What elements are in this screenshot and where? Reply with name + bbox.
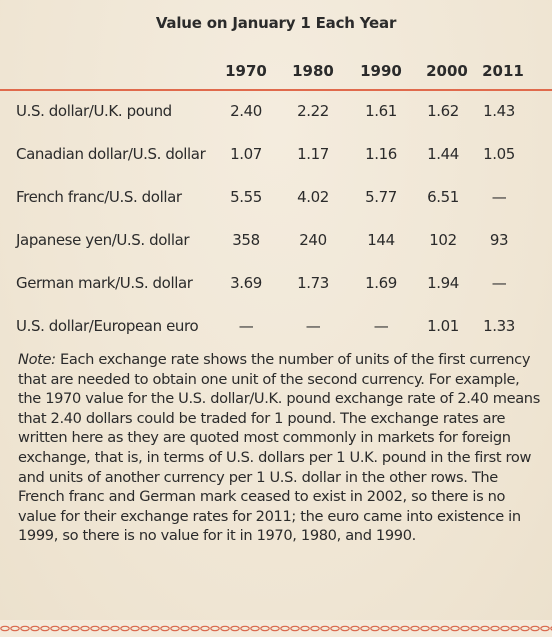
exchange-rate-table-panel: Value on January 1 Each Year 1970 1980 1… bbox=[0, 0, 552, 620]
table-cell: 5.77 bbox=[365, 188, 397, 206]
year-header: 1990 bbox=[360, 62, 402, 80]
table-cell: 1.61 bbox=[365, 102, 397, 120]
table-cell: 4.02 bbox=[297, 188, 329, 206]
table-cell: 1.16 bbox=[365, 145, 397, 163]
table-cell: 2.40 bbox=[230, 102, 262, 120]
table-cell: 1.94 bbox=[427, 274, 459, 292]
table-cell: — bbox=[305, 317, 321, 335]
table-cell: — bbox=[373, 317, 389, 335]
table-cell: 1.05 bbox=[483, 145, 515, 163]
table-cell: — bbox=[238, 317, 254, 335]
row-label: French franc/U.S. dollar bbox=[16, 188, 182, 206]
table-row: German mark/U.S. dollar 3.69 1.73 1.69 1… bbox=[0, 274, 552, 296]
table-cell: 3.69 bbox=[230, 274, 262, 292]
table-row: U.S. dollar/European euro — — — 1.01 1.3… bbox=[0, 317, 552, 339]
year-header: 2000 bbox=[426, 62, 468, 80]
table-cell: 102 bbox=[429, 231, 457, 249]
table-row: French franc/U.S. dollar 5.55 4.02 5.77 … bbox=[0, 188, 552, 210]
table-cell: 1.69 bbox=[365, 274, 397, 292]
table-cell: 1.62 bbox=[427, 102, 459, 120]
header-divider bbox=[0, 89, 552, 91]
table-cell: 1.73 bbox=[297, 274, 329, 292]
year-header: 2011 bbox=[482, 62, 524, 80]
table-cell: 1.43 bbox=[483, 102, 515, 120]
table-cell: 1.07 bbox=[230, 145, 262, 163]
year-header: 1970 bbox=[225, 62, 267, 80]
table-cell: 358 bbox=[232, 231, 260, 249]
year-header: 1980 bbox=[292, 62, 334, 80]
row-label: U.S. dollar/U.K. pound bbox=[16, 102, 172, 120]
row-label: Japanese yen/U.S. dollar bbox=[16, 231, 190, 249]
decorative-chain-border bbox=[0, 620, 552, 637]
table-cell: 5.55 bbox=[230, 188, 262, 206]
table-cell: 6.51 bbox=[427, 188, 459, 206]
row-label: Canadian dollar/U.S. dollar bbox=[16, 145, 206, 163]
table-title: Value on January 1 Each Year bbox=[155, 14, 397, 32]
table-cell: 240 bbox=[299, 231, 327, 249]
year-header-row: 1970 1980 1990 2000 2011 bbox=[0, 62, 552, 82]
table-cell: 1.44 bbox=[427, 145, 459, 163]
table-cell: 1.01 bbox=[427, 317, 459, 335]
note-text: Each exchange rate shows the number of u… bbox=[18, 351, 540, 545]
table-cell: 93 bbox=[489, 231, 509, 249]
table-cell: — bbox=[491, 188, 507, 206]
table-row: Japanese yen/U.S. dollar 358 240 144 102… bbox=[0, 231, 552, 253]
table-cell: 144 bbox=[367, 231, 395, 249]
row-label: U.S. dollar/European euro bbox=[16, 317, 199, 335]
table-note: Note: Each exchange rate shows the numbe… bbox=[18, 350, 540, 546]
table-cell: — bbox=[491, 274, 507, 292]
table-row: U.S. dollar/U.K. pound 2.40 2.22 1.61 1.… bbox=[0, 102, 552, 124]
table-cell: 1.17 bbox=[297, 145, 329, 163]
row-label: German mark/U.S. dollar bbox=[16, 274, 193, 292]
table-row: Canadian dollar/U.S. dollar 1.07 1.17 1.… bbox=[0, 145, 552, 167]
table-cell: 2.22 bbox=[297, 102, 329, 120]
table-cell: 1.33 bbox=[483, 317, 515, 335]
note-lead: Note: bbox=[18, 351, 56, 368]
